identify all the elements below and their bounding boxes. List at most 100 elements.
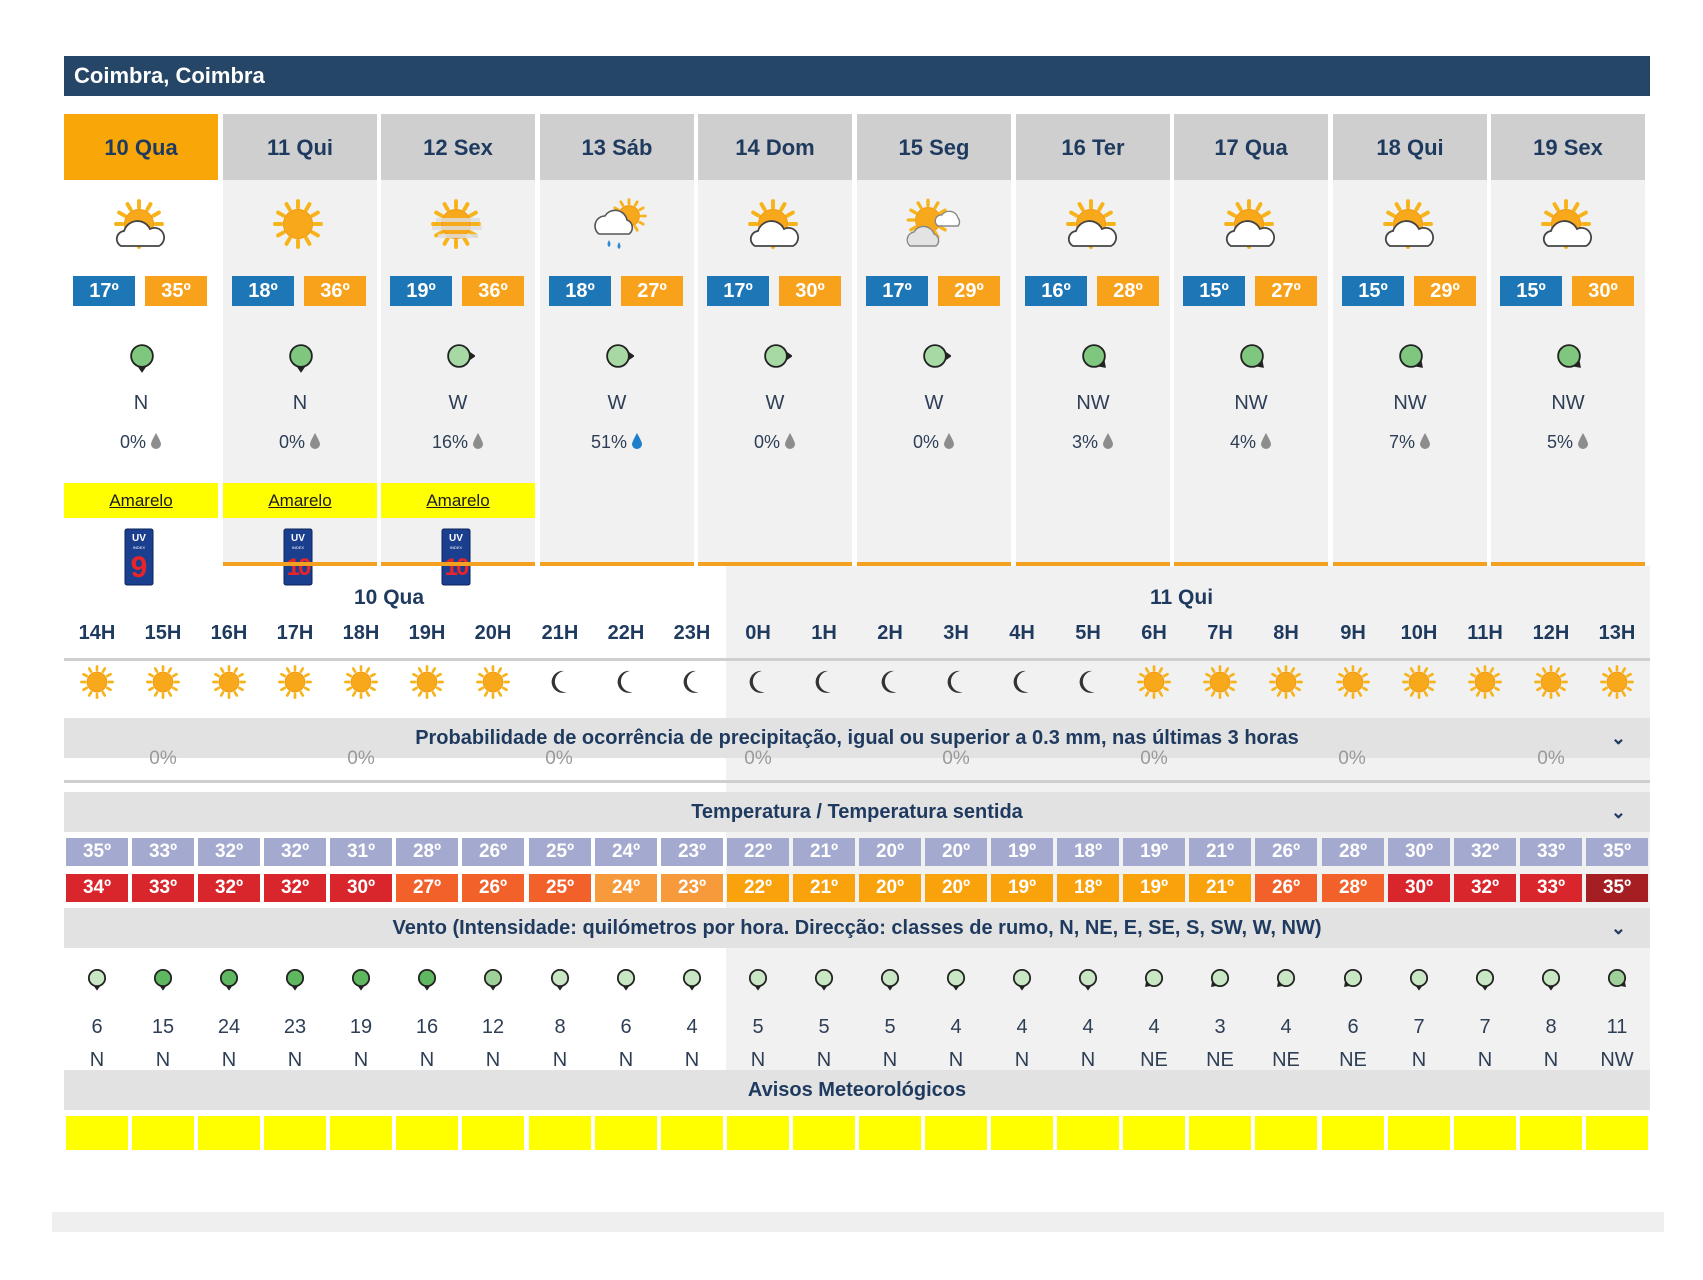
precip-section-header[interactable]: Probabilidade de ocorrência de precipita… [64, 718, 1650, 758]
temp-max: 35º [145, 276, 207, 306]
hour-temperature: 32º [264, 838, 326, 866]
precip-value: 51% [590, 432, 628, 452]
temp-max: 29º [938, 276, 1000, 306]
day-column[interactable]: 17 Qua 15º 27º NW 4% [1174, 114, 1328, 566]
day-label[interactable]: 13 Sáb [540, 114, 694, 180]
yellow-warning-cell[interactable] [793, 1116, 855, 1150]
yellow-warning-cell[interactable] [462, 1116, 524, 1150]
day-column[interactable]: 19 Sex 15º 30º NW 5% [1491, 114, 1645, 566]
precip-3h-value: 0% [1537, 748, 1565, 769]
day-column[interactable]: 18 Qui 15º 29º NW 7% [1333, 114, 1487, 566]
day-label[interactable]: 15 Seg [857, 114, 1011, 180]
yellow-warning-cell[interactable] [925, 1116, 987, 1150]
moon-icon [1055, 662, 1121, 702]
wind-speed: 8 [1545, 1016, 1557, 1038]
day-column[interactable]: 13 Sáb 18º 27º W 51% [540, 114, 694, 566]
day-label[interactable]: 18 Qui [1333, 114, 1487, 180]
yellow-warning-cell[interactable] [330, 1116, 392, 1150]
day-column[interactable]: 11 Qui 18º 36º N 0% Amarelo UV INDEX 10 [223, 114, 377, 586]
hour-label: 9H [1340, 622, 1366, 644]
moon-icon [659, 662, 725, 702]
yellow-warning-cell[interactable] [132, 1116, 194, 1150]
wind-direction: N [750, 1049, 766, 1071]
yellow-warning-cell[interactable] [859, 1116, 921, 1150]
yellow-warning-cell[interactable] [595, 1116, 657, 1150]
wind-section-header[interactable]: Vento (Intensidade: quilómetros por hora… [64, 908, 1650, 948]
warning-link[interactable]: Amarelo [223, 483, 377, 518]
yellow-warning-cell[interactable] [1189, 1116, 1251, 1150]
warning-link[interactable]: Amarelo [381, 483, 535, 518]
hour-temperature: 21º [1189, 838, 1251, 866]
day-label[interactable]: 17 Qua [1174, 114, 1328, 180]
chevron-down-icon[interactable]: ⌄ [1610, 918, 1626, 938]
hour-temperature: 23º [661, 838, 723, 866]
wind-direction: W [448, 392, 468, 414]
temperature-section-header[interactable]: Temperatura / Temperatura sentida ⌄ [64, 792, 1650, 832]
day-label[interactable]: 16 Ter [1016, 114, 1170, 180]
hour-label: 2H [877, 622, 903, 644]
wind-speed: 6 [1347, 1016, 1359, 1038]
yellow-warning-cell[interactable] [1586, 1116, 1648, 1150]
hour-feels-like: 19º [991, 874, 1053, 902]
yellow-warning-cell[interactable] [198, 1116, 260, 1150]
yellow-warning-cell[interactable] [991, 1116, 1053, 1150]
wind-arrow-icon [857, 966, 923, 994]
wind-arrow-icon [1187, 966, 1253, 994]
wind-speed: 24 [217, 1016, 241, 1038]
wind-direction: NE [1339, 1049, 1367, 1071]
day-label[interactable]: 19 Sex [1491, 114, 1645, 180]
day-label[interactable]: 11 Qui [223, 114, 377, 180]
day-column[interactable]: 14 Dom 17º 30º W 0% [698, 114, 852, 566]
yellow-warning-cell[interactable] [264, 1116, 326, 1150]
hour-label: 13H [1598, 622, 1636, 644]
yellow-warning-cell[interactable] [1057, 1116, 1119, 1150]
drop-icon [1415, 432, 1431, 452]
chevron-down-icon[interactable]: ⌄ [1610, 802, 1626, 822]
hour-temperature: 28º [396, 838, 458, 866]
warnings-section-header[interactable]: Avisos Meteorológicos [64, 1070, 1650, 1110]
yellow-warning-cell[interactable] [66, 1116, 128, 1150]
hour-temperature: 18º [1057, 838, 1119, 866]
day-label[interactable]: 10 Qua [64, 114, 218, 180]
yellow-warning-cell[interactable] [1454, 1116, 1516, 1150]
temp-min: 17º [866, 276, 928, 306]
yellow-warning-cell[interactable] [661, 1116, 723, 1150]
day-label[interactable]: 12 Sex [381, 114, 535, 180]
wind-speed: 5 [884, 1016, 896, 1038]
warning-link[interactable]: Amarelo [64, 483, 218, 518]
drop-icon [468, 432, 484, 452]
temp-max: 30º [1572, 276, 1634, 306]
precip-value: 0% [912, 432, 939, 452]
sun-icon [270, 196, 330, 252]
day-column[interactable]: 10 Qua 17º 35º N 0% Amarelo UV INDEX 9 [64, 114, 218, 586]
hour-temperature: 20º [925, 838, 987, 866]
wind-direction: N [485, 1049, 501, 1071]
day-column[interactable]: 16 Ter 16º 28º NW 3% [1016, 114, 1170, 566]
yellow-warning-cell[interactable] [396, 1116, 458, 1150]
day-temps: 16º 28º [1016, 276, 1170, 306]
day-label[interactable]: 14 Dom [698, 114, 852, 180]
yellow-warning-cell[interactable] [1520, 1116, 1582, 1150]
hour-label: 17H [276, 622, 314, 644]
sun-icon [394, 662, 460, 702]
wind-arrow-icon [460, 966, 526, 994]
precip-value: 0% [278, 432, 305, 452]
yellow-warning-cell[interactable] [1255, 1116, 1317, 1150]
yellow-warning-cell[interactable] [529, 1116, 591, 1150]
wind-arrow-icon [196, 966, 262, 994]
wind-arrow-icon [1518, 966, 1584, 994]
hour-label: 3H [943, 622, 969, 644]
wind-arrow-icon [130, 966, 196, 994]
yellow-warning-cell[interactable] [1123, 1116, 1185, 1150]
temp-max: 27º [1255, 276, 1317, 306]
hour-label: 15H [144, 622, 182, 644]
yellow-warning-cell[interactable] [1388, 1116, 1450, 1150]
yellow-warning-cell[interactable] [1322, 1116, 1384, 1150]
yellow-warning-cell[interactable] [727, 1116, 789, 1150]
drop-icon [305, 432, 321, 452]
day-column[interactable]: 15 Seg 17º 29º W 0% [857, 114, 1011, 566]
sun-icon [1386, 662, 1452, 702]
day-column[interactable]: 12 Sex 19º 36º W 16% Amarelo UV INDEX 10 [381, 114, 535, 586]
chevron-down-icon[interactable]: ⌄ [1610, 728, 1626, 748]
hour-feels-like: 18º [1057, 874, 1119, 902]
